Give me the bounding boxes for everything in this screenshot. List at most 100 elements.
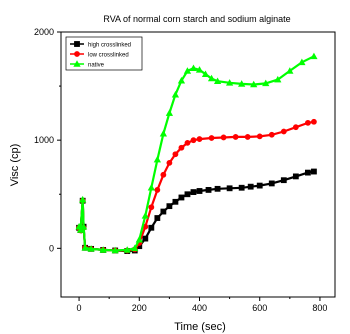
legend-item: low crosslinked — [70, 51, 129, 59]
legend-label: native — [88, 63, 105, 69]
legend-label: high crosslinked — [88, 43, 131, 49]
y-tick-label: 2000 — [34, 27, 54, 37]
data-point — [226, 185, 233, 192]
data-point — [292, 124, 299, 131]
x-tick-label: 0 — [77, 303, 82, 313]
data-point — [148, 224, 155, 231]
legend-marker — [73, 60, 81, 67]
data-point — [166, 203, 173, 210]
data-point — [111, 246, 119, 254]
x-tick-label: 800 — [312, 303, 327, 313]
data-point — [190, 189, 197, 195]
data-point — [79, 222, 88, 230]
data-point — [172, 198, 179, 205]
data-point — [171, 90, 180, 98]
series-native — [75, 52, 318, 254]
chart-title: RVA of normal corn starch and sodium alg… — [103, 14, 290, 24]
data-point — [87, 245, 95, 252]
data-point — [190, 137, 197, 144]
data-point — [268, 180, 275, 187]
data-point — [220, 134, 227, 141]
data-point — [286, 67, 294, 74]
y-tick-label: 0 — [49, 243, 54, 253]
data-point — [268, 131, 275, 138]
data-point — [131, 244, 139, 252]
data-point — [172, 151, 179, 158]
data-point — [238, 184, 245, 191]
series-high-crosslinked — [76, 168, 317, 254]
plot-frame — [60, 31, 336, 298]
y-tick-label: 1000 — [34, 135, 54, 145]
data-point — [148, 204, 155, 211]
series-line — [78, 170, 315, 253]
legend-marker — [74, 51, 80, 57]
data-point — [232, 134, 239, 140]
data-point — [178, 144, 185, 151]
data-point — [154, 215, 161, 221]
x-tick-label: 200 — [132, 303, 147, 313]
data-point — [298, 58, 306, 66]
data-point — [178, 194, 185, 201]
data-point — [305, 169, 311, 176]
legend-label: low crosslinked — [88, 53, 129, 59]
data-point — [159, 129, 168, 137]
data-point — [280, 177, 287, 184]
data-point — [153, 155, 161, 163]
x-tick-label: 400 — [192, 303, 207, 313]
data-point — [207, 74, 216, 82]
data-point — [166, 159, 173, 166]
data-point — [142, 235, 149, 242]
data-point — [189, 64, 198, 72]
data-point — [250, 80, 258, 88]
legend-item: high crosslinked — [70, 41, 131, 49]
data-point — [280, 128, 287, 135]
data-point — [184, 139, 191, 146]
data-point — [195, 66, 204, 73]
data-point — [135, 235, 143, 243]
series-line — [78, 120, 315, 252]
data-point — [311, 168, 317, 175]
data-point — [305, 119, 311, 126]
data-point — [177, 76, 186, 84]
data-point — [310, 52, 318, 60]
data-point — [311, 118, 317, 125]
data-point — [99, 246, 107, 253]
data-point — [262, 79, 270, 87]
data-point — [244, 134, 251, 140]
legend-item: native — [70, 60, 105, 69]
x-axis-label: Time (sec) — [174, 321, 226, 333]
legend-marker — [74, 41, 80, 47]
legend: high crosslinked low crosslinked native — [65, 36, 143, 71]
data-point — [201, 70, 210, 77]
data-point — [238, 80, 246, 87]
data-point — [196, 188, 203, 194]
data-point — [205, 187, 212, 193]
data-point — [160, 208, 167, 215]
data-point — [147, 184, 155, 191]
data-point — [165, 109, 174, 116]
data-point — [184, 191, 191, 198]
series-low-crosslinked — [76, 118, 317, 254]
data-point — [141, 212, 149, 219]
data-point — [123, 246, 131, 253]
data-point — [154, 187, 161, 193]
series-line — [78, 55, 315, 252]
data-point — [213, 77, 222, 85]
data-point — [160, 171, 167, 178]
data-point — [81, 244, 89, 251]
data-point — [183, 67, 192, 74]
data-point — [247, 183, 254, 190]
y-axis-label: Visc (cp) — [9, 144, 21, 187]
data-point — [214, 185, 221, 192]
axes: 0 200 400 600 800 0 1000 2000 — [34, 27, 327, 313]
data-point — [79, 195, 87, 203]
data-point — [274, 75, 282, 83]
data-point — [196, 136, 203, 142]
data-point — [256, 133, 263, 140]
data-point — [225, 79, 234, 86]
data-point — [76, 226, 85, 233]
series-layer — [75, 52, 318, 254]
x-tick-label: 600 — [252, 303, 267, 313]
data-point — [208, 135, 215, 141]
data-point — [256, 182, 263, 189]
